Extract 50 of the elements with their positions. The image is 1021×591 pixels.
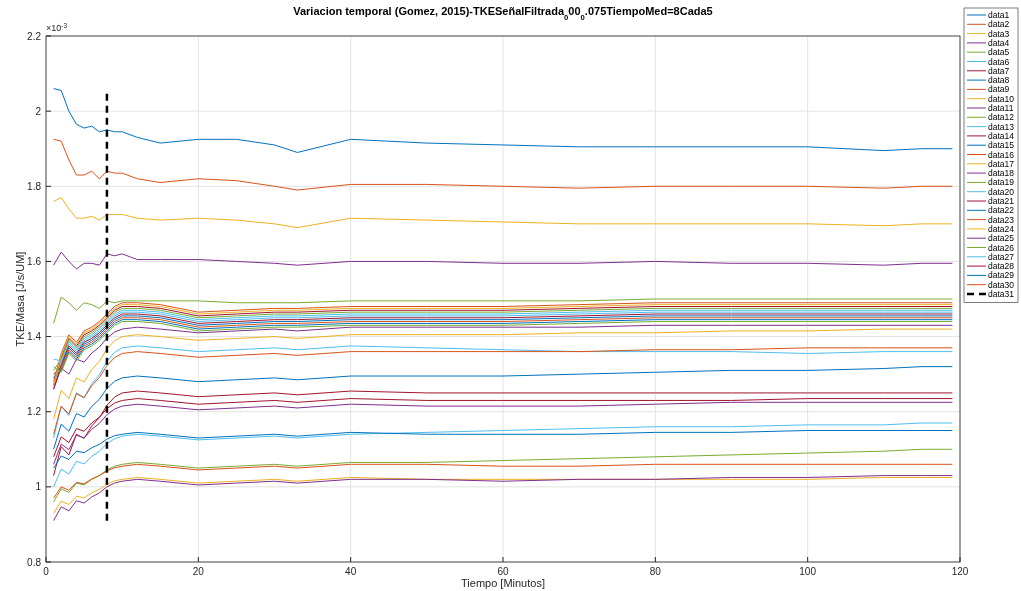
x-tick-label: 40: [345, 566, 357, 577]
legend-label: data12: [988, 112, 1015, 123]
legend-label: data20: [988, 186, 1015, 197]
legend-label: data26: [988, 242, 1015, 253]
x-tick-label: 20: [192, 566, 205, 577]
y-tick-label: 0.8: [27, 556, 42, 568]
x-tick-label: 80: [649, 566, 662, 577]
legend-label: data27: [988, 251, 1015, 262]
legend-label: data21: [988, 196, 1015, 206]
legend-label: data31: [988, 289, 1015, 299]
text: ×10$^{-3}$: [46, 21, 68, 33]
x-tick-label: 60: [497, 566, 509, 577]
chart-title: Variacion temporal (Gomez, 2015)-TKESeñalFiltrada$_{0}$00$_{0}$.075TiempoMed=8Cada5: [293, 5, 713, 22]
legend-label: data25: [988, 233, 1015, 244]
legend-label: data24: [988, 223, 1015, 234]
x-tick-label: 100: [799, 566, 817, 577]
y-tick-label: 2.2: [27, 30, 42, 42]
x-tick-label: 0: [43, 566, 50, 577]
legend-label: data14: [988, 130, 1015, 141]
legend-label: data10: [988, 93, 1015, 104]
legend-label: data13: [988, 121, 1015, 132]
legend-label: data9: [988, 84, 1010, 95]
y-tick-label: 2: [35, 105, 42, 117]
legend-label: data15: [988, 140, 1015, 151]
legend-label: data2: [988, 19, 1010, 30]
legend-label: data16: [988, 149, 1015, 160]
y-tick-label: 1.8: [27, 180, 42, 192]
legend-label: data5: [988, 47, 1010, 58]
y-tick-label: 1.6: [27, 255, 42, 267]
legend-label: data7: [988, 65, 1010, 76]
legend-label: data17: [988, 158, 1015, 169]
legend-label: data29: [988, 270, 1015, 281]
legend-label: data18: [988, 168, 1015, 179]
legend-label: data3: [988, 28, 1010, 39]
legend-label: data1: [988, 10, 1010, 20]
legend-label: data28: [988, 261, 1015, 272]
x-tick-label: 120: [951, 566, 969, 577]
legend-label: data4: [988, 37, 1010, 48]
legend-label: data11: [988, 103, 1014, 113]
legend-label: data30: [988, 279, 1015, 290]
legend-label: data22: [988, 205, 1015, 216]
legend-label: data23: [988, 214, 1015, 225]
y-tick-label: 1.4: [27, 331, 42, 343]
y-tick-label: 1: [35, 481, 42, 493]
y-axis-title: TKE/Masa [J/s/UM]: [14, 251, 26, 347]
legend-label: data19: [988, 177, 1015, 188]
legend-label: data6: [988, 56, 1010, 67]
legend-label: data8: [988, 75, 1010, 86]
y-tick-label: 1.2: [27, 406, 42, 418]
x-axis-title: Tiempo [Minutos]: [461, 577, 545, 589]
